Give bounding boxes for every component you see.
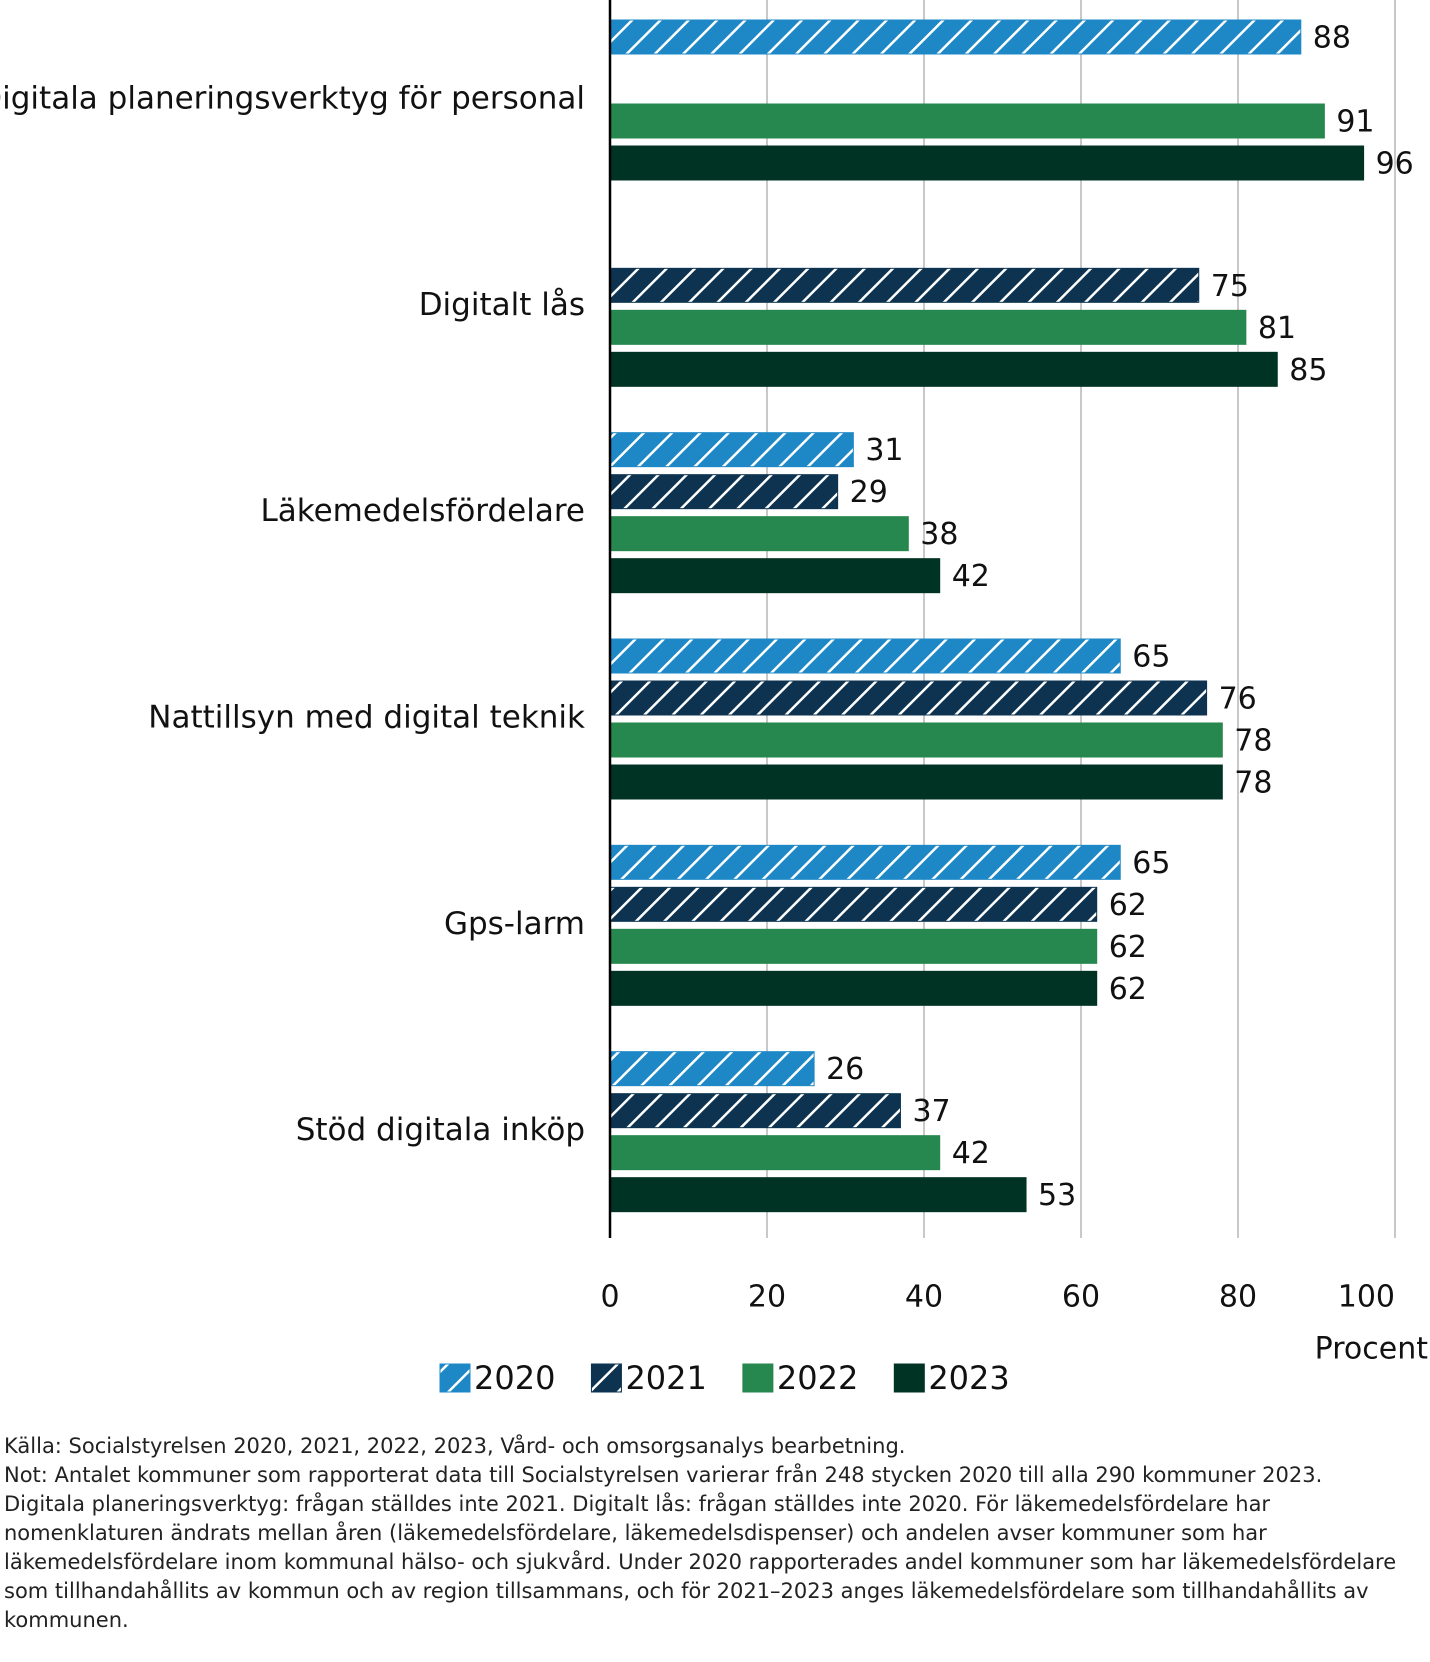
bar	[609, 145, 1365, 181]
category-label: Stöd digitala inköp	[296, 1112, 585, 1148]
bar	[609, 1177, 1027, 1213]
legend-label: 2022	[777, 1359, 858, 1397]
bar	[609, 267, 1200, 303]
bar	[609, 103, 1325, 139]
legend-swatch	[893, 1363, 925, 1393]
value-label: 31	[865, 433, 903, 468]
value-label: 53	[1038, 1178, 1076, 1213]
category-label: Gps-larm	[444, 906, 585, 942]
value-label: 42	[952, 1136, 990, 1171]
bar	[609, 638, 1121, 674]
bar	[609, 432, 854, 468]
bar	[609, 516, 909, 552]
x-tick-label: 100	[1338, 1280, 1395, 1315]
bar	[609, 351, 1278, 387]
bar	[609, 680, 1208, 716]
bar	[609, 1135, 941, 1171]
x-tick-label: 40	[905, 1280, 943, 1315]
bar	[609, 970, 1098, 1006]
bar	[609, 19, 1302, 55]
value-label: 81	[1258, 311, 1296, 346]
bar	[609, 886, 1098, 922]
legend-swatch	[590, 1363, 622, 1393]
value-label: 65	[1132, 846, 1170, 881]
x-tick-label: 60	[1062, 1280, 1100, 1315]
value-label: 62	[1109, 888, 1147, 923]
x-axis-label: Procent	[1315, 1332, 1429, 1367]
x-tick-label: 20	[748, 1280, 786, 1315]
legend-label: 2020	[474, 1359, 555, 1397]
value-label: 62	[1109, 930, 1147, 965]
legend-swatch	[742, 1363, 774, 1393]
bar	[609, 474, 839, 510]
legend-swatch	[439, 1363, 471, 1393]
value-label: 29	[850, 475, 888, 510]
value-label: 85	[1289, 353, 1327, 388]
value-label: 96	[1376, 147, 1414, 182]
value-label: 38	[920, 517, 958, 552]
notes: Källa: Socialstyrelsen 2020, 2021, 2022,…	[4, 1432, 1399, 1635]
bar	[609, 844, 1121, 880]
value-label: 62	[1109, 972, 1147, 1007]
x-tick-label: 80	[1219, 1280, 1257, 1315]
bar	[609, 558, 941, 594]
chart: Procent 0 20 40 60 80 100 Digitala planeringsv…	[0, 0, 1429, 1397]
legend-label: 2021	[625, 1359, 706, 1397]
value-label: 88	[1313, 21, 1351, 56]
value-label: 65	[1132, 640, 1170, 675]
bar	[609, 928, 1098, 964]
category-label: Läkemedelsfördelare	[260, 493, 585, 529]
bar	[609, 722, 1223, 758]
category-label: Nattillsyn med digital teknik	[148, 700, 585, 736]
value-label: 37	[912, 1094, 950, 1129]
value-label: 78	[1234, 766, 1272, 801]
value-label: 75	[1211, 269, 1249, 304]
category-label: Digitalt lås	[419, 287, 585, 323]
source: Källa: Socialstyrelsen 2020, 2021, 2022,…	[4, 1434, 906, 1458]
legend-label: 2023	[928, 1359, 1009, 1397]
value-label: 78	[1234, 724, 1272, 759]
value-label: 42	[952, 559, 990, 594]
bar	[609, 309, 1247, 345]
note: Not: Antalet kommuner som rapporterat da…	[4, 1463, 1397, 1632]
category-label: Digitala planeringsverktyg för personal	[0, 81, 585, 117]
x-tick-label: 0	[600, 1280, 619, 1315]
bar	[609, 1051, 815, 1087]
value-label: 76	[1219, 682, 1257, 717]
bar	[609, 764, 1223, 800]
bar	[609, 1093, 901, 1129]
value-label: 26	[826, 1052, 864, 1087]
value-label: 91	[1336, 105, 1374, 140]
